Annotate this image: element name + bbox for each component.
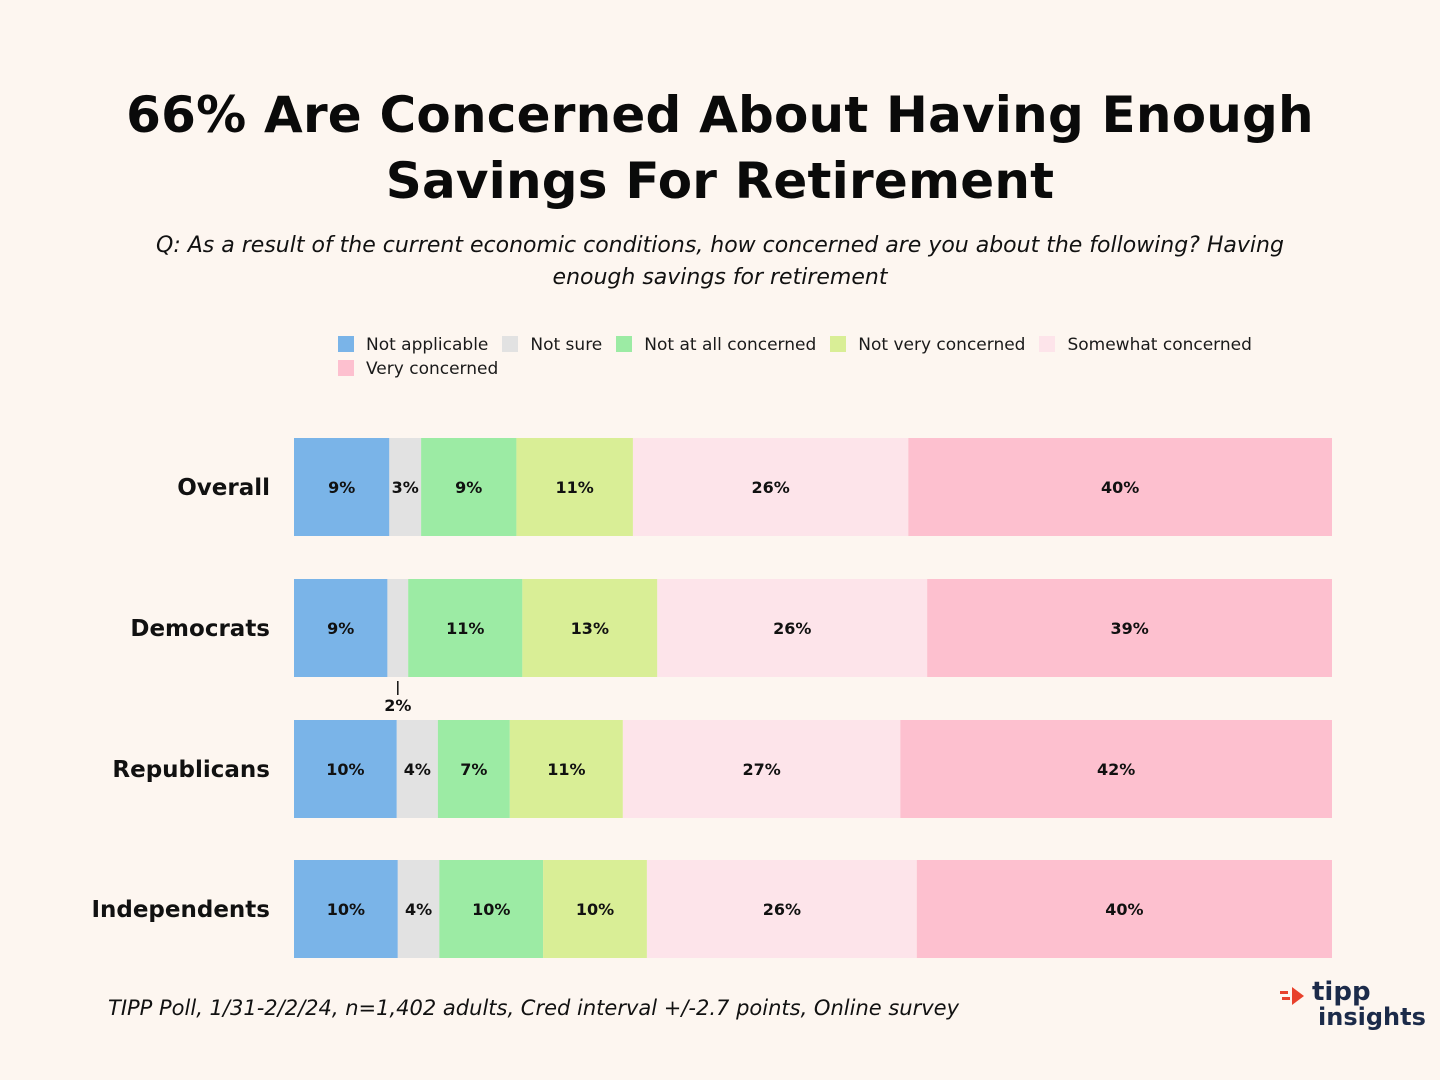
bar-segment (437, 720, 510, 818)
data-label: 9% (328, 478, 355, 497)
category-label: Independents (91, 897, 270, 923)
logo-text-insights: insights (1318, 1003, 1426, 1031)
subtitle-line-1: Q: As a result of the current economic c… (156, 233, 1284, 258)
bar-segment (294, 720, 397, 818)
bar-segment (509, 720, 623, 818)
bar-segment (294, 579, 388, 677)
legend-item: Not at all concerned (616, 333, 816, 357)
bar-segment (396, 720, 438, 818)
bar-segment (294, 860, 398, 958)
bar-segment (622, 720, 901, 818)
legend-swatch (338, 360, 354, 376)
bar-segment (408, 579, 523, 677)
bar-segment (657, 579, 928, 677)
bar-segment (543, 860, 647, 958)
data-label: 4% (404, 760, 431, 779)
legend-label: Not at all concerned (644, 335, 817, 355)
legend-swatch (616, 336, 633, 352)
data-label: 40% (1101, 478, 1139, 497)
data-label: 40% (1105, 900, 1143, 919)
bar-segment (916, 860, 1332, 958)
bar-segment (421, 438, 517, 536)
chart-legend: Not applicable Not sure Not at all concern… (338, 333, 1338, 381)
data-label: 10% (327, 900, 365, 919)
legend-swatch (338, 336, 354, 352)
data-label: 11% (547, 760, 585, 779)
data-label: 9% (455, 478, 482, 497)
legend-item: Not applicable (338, 333, 488, 357)
data-label: 26% (773, 619, 811, 638)
data-label: 7% (460, 760, 487, 779)
data-label: 9% (327, 619, 354, 638)
legend-item: Not sure (502, 333, 602, 357)
bar-segment (294, 438, 390, 536)
legend-label: Not sure (530, 335, 603, 355)
category-label: Republicans (112, 757, 270, 783)
data-label: 13% (571, 619, 609, 638)
bar-segment (927, 579, 1332, 677)
data-label: 27% (742, 760, 780, 779)
legend-label: Not applicable (366, 335, 489, 355)
legend-label: Somewhat concerned (1067, 335, 1252, 355)
data-label: 3% (392, 478, 419, 497)
bar-segment (632, 438, 909, 536)
bar-segment (522, 579, 658, 677)
legend-item: Very concerned (338, 357, 498, 381)
category-label: Overall (177, 475, 270, 501)
category-label: Democrats (130, 616, 270, 642)
bar-segment (387, 579, 409, 677)
subtitle-line-2: enough savings for retirement (552, 265, 888, 290)
legend-swatch (502, 336, 519, 352)
data-label: 11% (446, 619, 484, 638)
bar-segment (439, 860, 544, 958)
title-line-1: 66% Are Concerned About Having Enough (126, 86, 1314, 144)
legend-label: Very concerned (366, 359, 499, 379)
legend-label: Not very concerned (858, 335, 1026, 355)
data-label: 26% (763, 900, 801, 919)
data-label: 11% (556, 478, 594, 497)
bar-segment (900, 720, 1332, 818)
data-label: 10% (472, 900, 510, 919)
data-label: 42% (1097, 760, 1135, 779)
bar-segment (908, 438, 1332, 536)
data-label: 4% (405, 900, 432, 919)
chart-title: 66% Are Concerned About Having Enough Sa… (0, 82, 1440, 214)
legend-item: Not very concerned (830, 333, 1025, 357)
data-label: 26% (751, 478, 789, 497)
logo-mark-icon (1280, 987, 1304, 1005)
data-label: 10% (576, 900, 614, 919)
bar-segment (397, 860, 440, 958)
bar-segment (646, 860, 917, 958)
legend-swatch (1039, 336, 1056, 352)
chart-subtitle: Q: As a result of the current economic c… (100, 230, 1340, 294)
data-label: 2% (384, 696, 411, 715)
logo-text-tipp: tipp (1312, 977, 1371, 1007)
source-note: TIPP Poll, 1/31-2/2/24, n=1,402 adults, … (108, 996, 960, 1020)
tipp-insights-logo: tipp insights (1280, 977, 1430, 1039)
data-label: 39% (1110, 619, 1148, 638)
legend-swatch (830, 336, 847, 352)
data-label: 10% (326, 760, 364, 779)
legend-item: Somewhat concerned (1039, 333, 1252, 357)
bar-segment (516, 438, 633, 536)
title-line-2: Savings For Retirement (385, 152, 1055, 210)
bar-segment (389, 438, 422, 536)
